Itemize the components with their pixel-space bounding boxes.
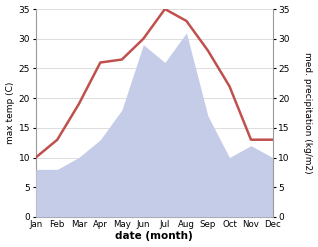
Y-axis label: max temp (C): max temp (C) — [5, 82, 15, 144]
X-axis label: date (month): date (month) — [115, 231, 193, 242]
Y-axis label: med. precipitation (kg/m2): med. precipitation (kg/m2) — [303, 52, 313, 174]
